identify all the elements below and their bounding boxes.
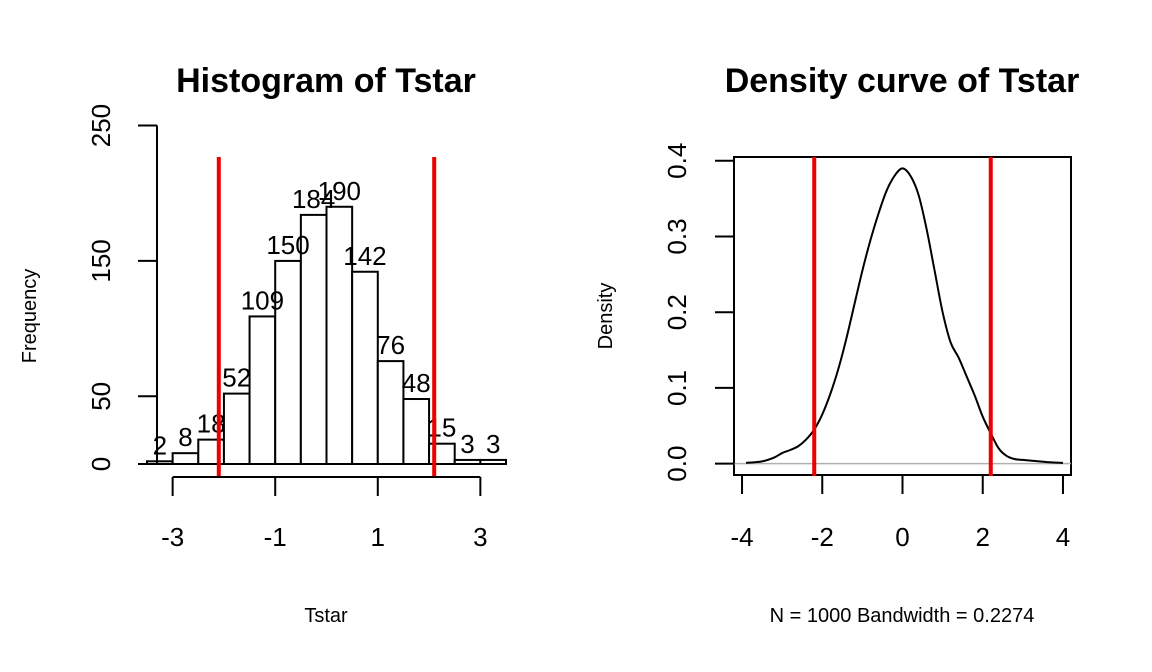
histogram-y-tick-label: 150 (86, 239, 116, 282)
histogram-bar (376, 360, 405, 466)
density-y-tick-label: 0.4 (662, 143, 692, 179)
histogram-bar (248, 315, 277, 465)
histogram-critical-lines (216, 157, 437, 476)
density-x-tick-label: -4 (730, 522, 753, 552)
density-x-axis: -4 -2 0 2 4 (730, 474, 1070, 552)
histogram-bar-label: 15 (427, 413, 456, 443)
histogram-x-tick-label: 1 (371, 522, 385, 552)
histogram-bar-label: 3 (460, 429, 474, 459)
density-x-tick-label: -2 (811, 522, 834, 552)
histogram-bar (299, 213, 328, 465)
histogram-bar (479, 458, 508, 466)
density-curve (745, 167, 1064, 464)
density-y-axis-label: Density (595, 283, 617, 350)
histogram-y-tick-label: 0 (86, 457, 116, 471)
histogram-bar (222, 392, 251, 466)
histogram-bar-label: 184 (292, 184, 335, 214)
histogram-panel: Histogram of Tstar Tstar Frequency 2 8 18 5… (19, 62, 508, 627)
histogram-bar (171, 452, 200, 465)
histogram-bar-label: 2 (153, 430, 167, 460)
histogram-bar (325, 205, 354, 465)
histogram-y-axis-label: Frequency (19, 269, 41, 364)
histogram-x-tick-label: 3 (473, 522, 487, 552)
histogram-bar-label: 109 (241, 285, 284, 315)
histogram-bar (274, 259, 302, 465)
histogram-bar-label: 150 (266, 230, 309, 260)
histogram-title: Histogram of Tstar (176, 62, 476, 100)
density-x-tick-label: 0 (895, 522, 909, 552)
histogram-bar (402, 398, 431, 465)
density-y-tick-label: 0.3 (662, 218, 692, 254)
histogram-bar-label: 3 (486, 429, 500, 459)
density-y-tick-label: 0.1 (662, 370, 692, 406)
histogram-y-tick-label: 50 (86, 382, 116, 411)
histogram-bar (453, 458, 482, 466)
histogram-y-tick-label: 250 (86, 104, 116, 147)
histogram-x-tick-label: -3 (161, 522, 184, 552)
density-x-tick-label: 2 (976, 522, 990, 552)
density-y-tick-label: 0.2 (662, 294, 692, 330)
histogram-bar-label: 18 (197, 409, 226, 439)
histogram-bar-label: 8 (178, 422, 192, 452)
histogram-y-axis: 0 50 150 250 (86, 104, 158, 471)
histogram-bar-label: 190 (318, 176, 361, 206)
histogram-x-axis-label: Tstar (304, 605, 348, 627)
density-curve-group (745, 167, 1064, 464)
histogram-bar-label: 52 (222, 363, 251, 393)
density-x-axis-label: N = 1000 Bandwidth = 0.2274 (770, 605, 1035, 627)
density-critical-lines (812, 157, 993, 476)
histogram-bar-label: 76 (376, 330, 405, 360)
density-plot-box (733, 156, 1072, 476)
histogram-x-tick-label: -1 (264, 522, 287, 552)
density-x-tick-label: 4 (1056, 522, 1070, 552)
histogram-bar-label: 142 (343, 241, 386, 271)
histogram-bars (146, 205, 508, 466)
density-y-tick-label: 0.0 (662, 446, 692, 482)
histogram-x-axis: -3 -1 1 3 (161, 476, 488, 552)
density-title: Density curve of Tstar (725, 62, 1080, 100)
density-panel: Density curve of Tstar N = 1000 Bandwidt… (595, 62, 1079, 627)
density-y-axis: 0.0 0.1 0.2 0.3 0.4 (662, 143, 735, 482)
histogram-bar (351, 270, 379, 465)
histogram-bar-label: 48 (402, 368, 431, 398)
